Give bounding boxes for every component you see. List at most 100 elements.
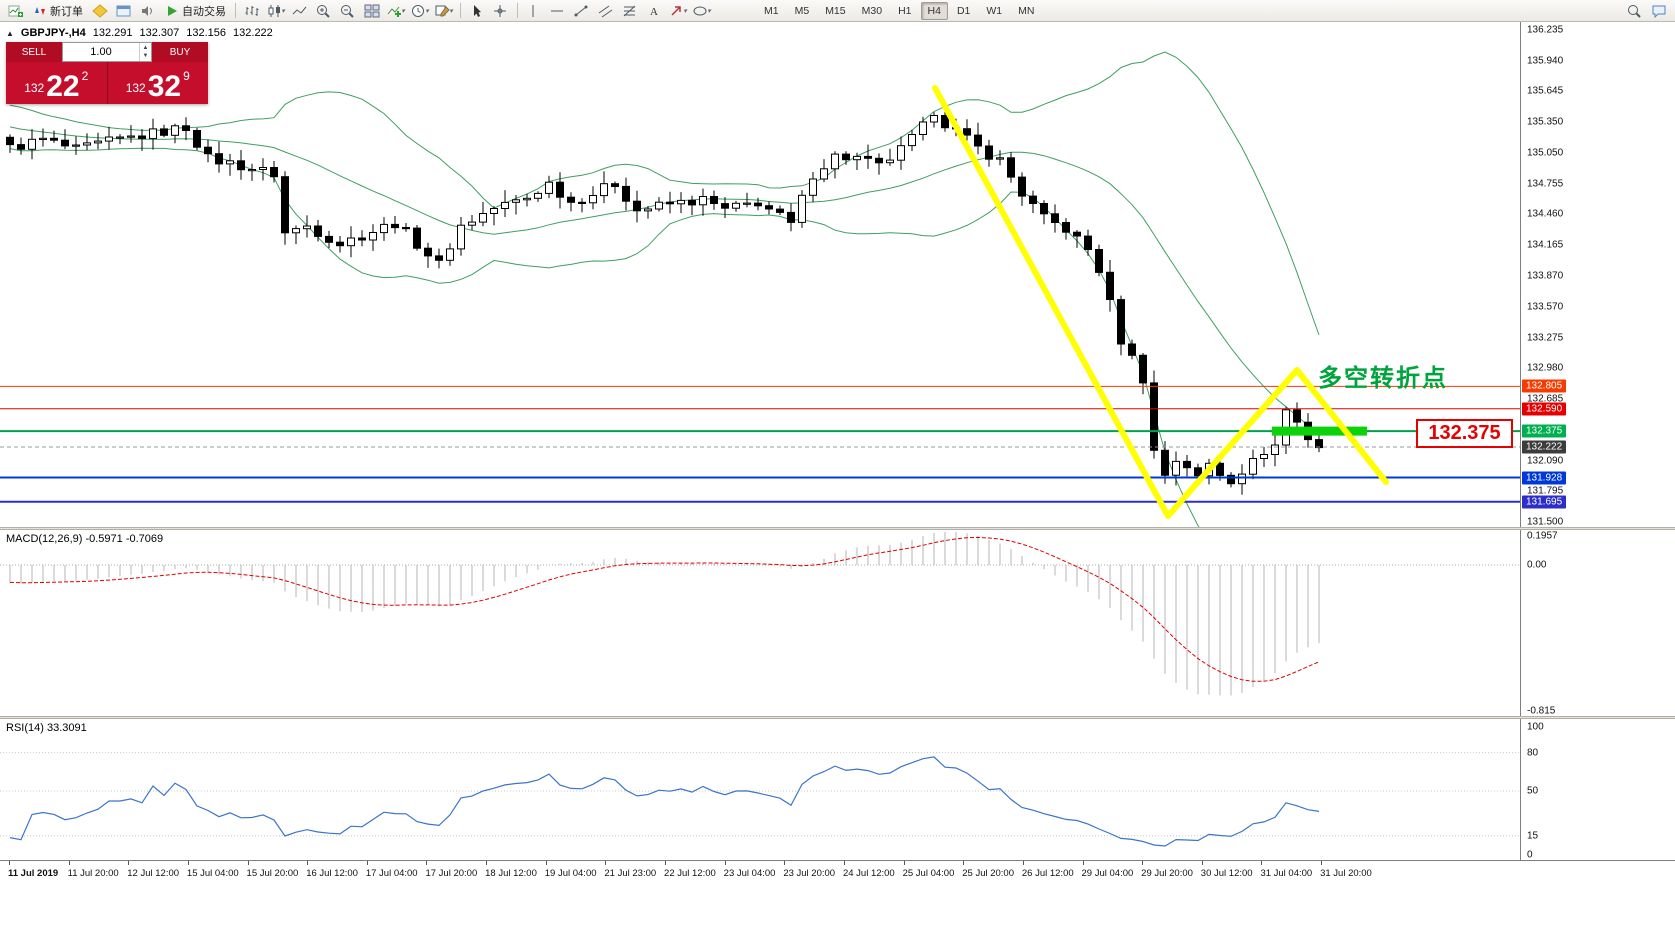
price-scale-tick: 134.755 (1527, 178, 1564, 190)
line-chart-icon[interactable] (288, 1, 312, 20)
timeframe-m5-button[interactable]: M5 (794, 4, 810, 17)
rsi-label: RSI(14) 33.3091 (6, 722, 87, 734)
trendline-icon[interactable] (570, 1, 594, 20)
time-tick-mark (1321, 861, 1323, 865)
time-label: 23 Jul 20:00 (783, 868, 836, 879)
sell-header-button[interactable]: SELL (6, 42, 62, 62)
time-label: 29 Jul 04:00 (1081, 868, 1134, 879)
price-scale-tick: 133.570 (1527, 301, 1564, 313)
sell-price-button[interactable]: 132 22 2 (6, 62, 107, 104)
price-scale-tick: 134.165 (1527, 239, 1564, 251)
time-label: 16 Jul 12:00 (306, 868, 358, 879)
time-tick-mark (68, 861, 70, 865)
search-icon[interactable] (1623, 1, 1647, 20)
autotrading-play-icon (168, 5, 177, 16)
zoom-out-icon[interactable] (336, 1, 360, 20)
volume-up-icon[interactable]: ▲ (142, 45, 149, 51)
price-scale-tick: 135.350 (1527, 116, 1564, 128)
rsi-chart[interactable] (0, 719, 1520, 860)
macd-chart[interactable] (0, 530, 1520, 716)
new-order-button[interactable]: 新订单 (28, 1, 88, 20)
price-tag: 131.928 (1522, 471, 1567, 484)
cursor-icon[interactable] (465, 1, 489, 20)
price-callout-box: 132.375 (1416, 419, 1513, 448)
time-tick-mark (605, 861, 607, 865)
volume-stepper[interactable]: 1.00 ▲ ▼ (62, 42, 152, 62)
panel-splitter[interactable] (0, 527, 1675, 530)
time-axis[interactable]: 11 Jul 2019 11 Jul 20:00 12 Jul 12:00 15 Ju… (0, 860, 1675, 886)
chat-icon[interactable] (1647, 1, 1671, 20)
candlestick-chart[interactable] (0, 22, 1520, 527)
sound-icon[interactable] (136, 1, 160, 20)
one-click-trading-panel: SELL 1.00 ▲ ▼ BUY 132 22 2 132 32 9 (6, 42, 208, 104)
time-tick-mark (307, 861, 309, 865)
time-label: 18 Jul 12:00 (485, 868, 537, 879)
crosshair-icon[interactable] (489, 1, 513, 20)
timeframe-m15-button[interactable]: M15 (825, 4, 846, 17)
vertical-line-icon[interactable] (522, 1, 546, 20)
volume-down-icon[interactable]: ▼ (142, 53, 149, 59)
app-chart-icon[interactable] (4, 1, 28, 20)
time-label: 22 Jul 12:00 (664, 868, 716, 879)
candlestick-icon[interactable]: ▾ (264, 1, 288, 20)
sell-price-pips: 22 (46, 69, 80, 103)
timeframe-mn-button[interactable]: MN (1018, 4, 1035, 17)
timeframe-m30-button[interactable]: M30 (861, 4, 883, 17)
symbol-name: GBPJPY-,H4 (20, 27, 86, 39)
price-scale-tick: 135.645 (1527, 85, 1564, 97)
timeframe-d1-button[interactable]: D1 (956, 4, 971, 17)
rsi-panel[interactable]: RSI(14) 33.3091 (0, 719, 1520, 860)
time-tick-mark (128, 861, 130, 865)
shapes-icon[interactable]: ▾ (690, 1, 714, 20)
price-scale-column[interactable]: 136.235 135.940 135.645 135.350 135.050 134.7… (1520, 22, 1675, 861)
fibonacci-icon[interactable] (618, 1, 642, 20)
annotation-text: 多空转折点 (1318, 365, 1448, 392)
metaeditor-icon[interactable] (88, 1, 112, 20)
top-toolbar: 新订单 自动交易 ▾ ▾ ▾ ▾ A ▾ ▾ M1 M5 M15 M30 H1 H4 D1 W… (0, 0, 1675, 22)
arrows-icon[interactable]: ▾ (666, 1, 690, 20)
time-label: 11 Jul 20:00 (67, 868, 119, 879)
volume-value[interactable]: 1.00 (90, 46, 112, 58)
timeframe-w1-button[interactable]: W1 (986, 4, 1003, 17)
time-label: 25 Jul 04:00 (902, 868, 955, 879)
time-tick-mark (366, 861, 368, 865)
time-tick-mark (903, 861, 905, 865)
rsi-scale-tick: 15 (1527, 830, 1539, 842)
price-tag: 131.695 (1522, 495, 1567, 509)
templates-icon[interactable]: ▾ (432, 1, 456, 20)
time-label: 17 Jul 20:00 (425, 868, 478, 879)
timeframe-h1-button[interactable]: H1 (898, 4, 912, 17)
macd-panel[interactable]: MACD(12,26,9) -0.5971 -0.7069 (0, 530, 1520, 716)
rsi-scale-tick: 50 (1527, 785, 1539, 797)
time-label: 15 Jul 04:00 (186, 868, 239, 879)
buy-header-button[interactable]: BUY (152, 42, 208, 62)
time-label: 17 Jul 04:00 (365, 868, 418, 879)
time-label: 31 Jul 04:00 (1260, 868, 1313, 879)
tile-windows-icon[interactable] (360, 1, 384, 20)
timeframe-h4-button[interactable]: H4 (920, 1, 948, 20)
time-tick-mark (665, 861, 667, 865)
volume-spin-buttons[interactable]: ▲ ▼ (139, 43, 151, 61)
zoom-in-icon[interactable] (312, 1, 336, 20)
market-watch-icon[interactable] (112, 1, 136, 20)
time-label: 26 Jul 12:00 (1021, 868, 1074, 879)
indicators-icon[interactable]: ▾ (384, 1, 408, 20)
periods-icon[interactable]: ▾ (408, 1, 432, 20)
time-label: 19 Jul 04:00 (544, 868, 597, 879)
autotrading-button[interactable]: 自动交易 (160, 1, 231, 20)
autotrading-label: 自动交易 (182, 5, 226, 18)
channel-icon[interactable] (594, 1, 618, 20)
price-tag: 132.590 (1522, 402, 1567, 416)
horizontal-line-icon[interactable] (546, 1, 570, 20)
buy-price-button[interactable]: 132 32 9 (108, 62, 209, 104)
main-chart-panel[interactable]: ▲ GBPJPY-,H4 132.291 132.307 132.156 132… (0, 22, 1520, 527)
time-tick-mark (1022, 861, 1024, 865)
chart-window: ▲ GBPJPY-,H4 132.291 132.307 132.156 132… (0, 22, 1675, 886)
time-label: 24 Jul 12:00 (842, 868, 895, 879)
text-icon[interactable]: A (642, 1, 666, 20)
buy-price-point: 9 (183, 69, 190, 83)
bar-chart-icon[interactable] (240, 1, 264, 20)
timeframe-m1-button[interactable]: M1 (764, 4, 779, 17)
panel-splitter[interactable] (0, 716, 1675, 719)
price-tag: 132.222 (1522, 440, 1567, 454)
